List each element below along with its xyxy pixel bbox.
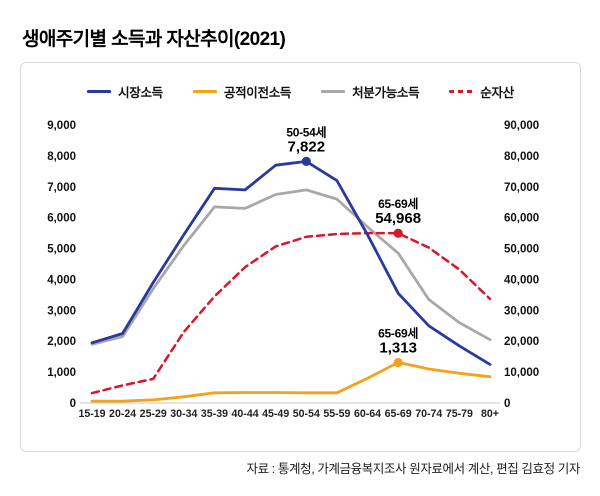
legend-label-market-income: 시장소득 xyxy=(118,86,163,100)
legend-item-disposable-income: 처분가능소득 xyxy=(321,82,420,101)
legend-swatch-public-transfer-income xyxy=(192,90,217,93)
legend-label-public-transfer-income: 공적이전소득 xyxy=(223,86,292,100)
legend-swatch-market-income xyxy=(87,90,112,93)
legend-swatch-net-assets xyxy=(449,90,474,93)
chart-card: 시장소득 공적이전소득 처분가능소득 순자산 xyxy=(20,62,581,452)
legend-label-disposable-income: 처분가능소득 xyxy=(352,86,420,100)
legend-swatch-disposable-income xyxy=(321,90,346,93)
source-caption: 자료 : 통계청, 가계금융복지조사 원자료에서 계산, 편집 김효정 기자 xyxy=(246,462,580,476)
chart-legend: 시장소득 공적이전소득 처분가능소득 순자산 xyxy=(21,82,580,101)
legend-item-net-assets: 순자산 xyxy=(449,82,514,101)
page-title: 생애주기별 소득과 자산추이(2021) xyxy=(22,29,286,50)
legend-item-public-transfer-income: 공적이전소득 xyxy=(192,82,292,101)
legend-item-market-income: 시장소득 xyxy=(87,82,163,101)
legend-label-net-assets: 순자산 xyxy=(480,86,514,100)
